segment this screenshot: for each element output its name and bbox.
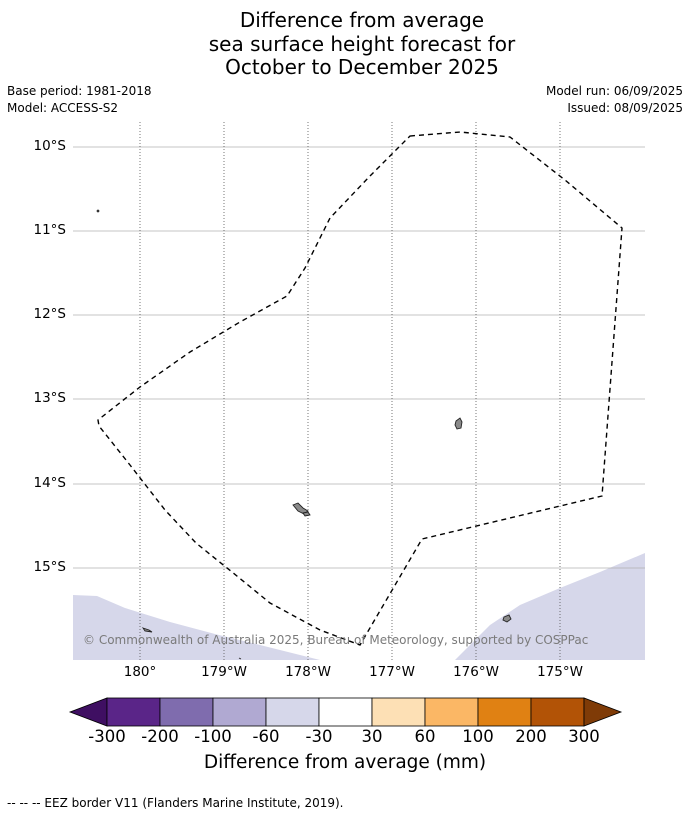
map-title: Difference from average sea surface heig… [0,8,690,80]
lat-label-15s: 15°S [33,559,67,575]
lat-label-13s: 13°S [33,390,67,406]
lon-label-176w: 176°W [453,664,499,680]
colorbar-bin-7 [424,697,479,727]
lat-label-14s: 14°S [33,475,67,491]
colorbar-bin-5 [318,697,373,727]
lon-label-178w: 178°W [285,664,331,680]
meta-right: Model run: 06/09/2025 Issued: 08/09/2025 [546,83,683,117]
islet-south [238,657,242,660]
colorbar-bin-8 [477,697,532,727]
title-line-2: sea surface height forecast for [208,31,516,56]
islands [96,209,512,660]
island-east [454,417,463,430]
title-line-3: October to December 2025 [225,55,499,79]
cb-tick-5: -30 [305,727,333,746]
colorbar-bin-9 [530,697,585,727]
issued-date: Issued: 08/09/2025 [567,101,683,115]
lat-label-10s: 10°S [33,138,67,154]
lon-label-177w: 177°W [369,664,415,680]
lat-label-11s: 11°S [33,222,67,238]
cb-tick-9: 200 [515,727,547,746]
island-southeast [502,614,512,623]
colorbar-bin-3 [212,697,267,727]
islet-west [302,511,311,517]
model-run: Model run: 06/09/2025 [545,84,683,98]
cb-tick-6: 30 [361,727,383,746]
colorbar-title: Difference from average (mm) [203,752,487,773]
title-line-1: Difference from average [239,8,485,32]
colorbar-extend-low [68,697,108,727]
copyright-notice: © Commonwealth of Australia 2025, Bureau… [83,633,589,647]
colorbar-bin-2 [159,697,214,727]
lon-label-180: 180° [123,664,157,680]
longitude-gridlines [139,122,561,660]
lon-label-175w: 175°W [537,664,583,680]
cb-tick-8: 100 [462,727,494,746]
anomaly-shading-southeast [455,553,645,660]
model-name: Model: ACCESS-S2 [7,101,119,115]
colorbar-bin-1 [106,697,161,727]
map-area [73,122,645,660]
anomaly-shading-southwest [73,595,320,660]
eez-border [97,131,623,646]
island-west [292,502,309,515]
eez-footnote: -- -- -- EEZ border V11 (Flanders Marine… [7,796,344,810]
latitude-gridlines [73,146,645,569]
cb-tick-10: 300 [568,727,600,746]
colorbar-bin-6 [371,697,426,727]
cb-tick-4: -60 [252,727,280,746]
lon-label-179w: 179°W [201,664,247,680]
cb-tick-2: -200 [141,727,179,746]
colorbar-extend-high [583,697,623,727]
islet-southwest [141,627,153,633]
meta-left: Base period: 1981-2018 Model: ACCESS-S2 [7,83,152,117]
islet-northwest [96,209,100,213]
cb-tick-1: -300 [88,727,126,746]
lat-label-12s: 12°S [33,306,67,322]
cb-tick-7: 60 [414,727,436,746]
cb-tick-3: -100 [194,727,232,746]
map-panel [73,122,645,660]
base-period: Base period: 1981-2018 [7,84,152,98]
colorbar-bin-4 [265,697,320,727]
